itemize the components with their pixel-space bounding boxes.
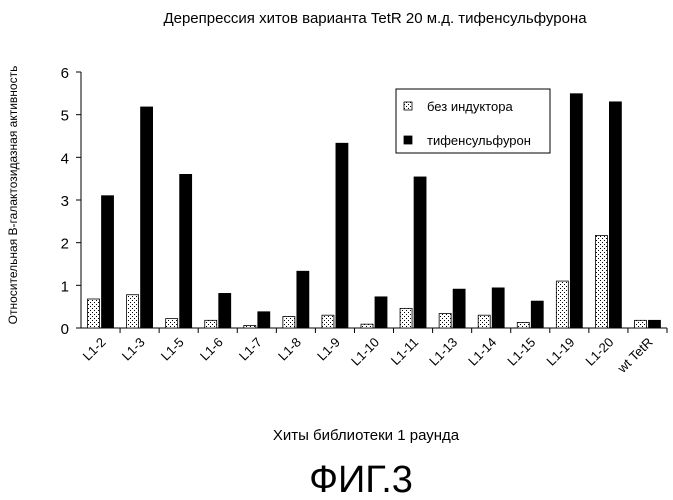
x-tick-label: L1-19 bbox=[543, 335, 577, 369]
y-tick-label: 1 bbox=[61, 278, 69, 295]
bar-no-inducer bbox=[478, 315, 490, 328]
bar-no-inducer bbox=[595, 235, 607, 328]
x-tick-label: L1-11 bbox=[388, 335, 421, 368]
bar-no-inducer bbox=[361, 324, 373, 328]
legend-swatch-thifensulfuron bbox=[404, 136, 412, 144]
bar-no-inducer bbox=[283, 316, 295, 328]
y-tick-label: 2 bbox=[61, 236, 69, 253]
y-tick-label: 3 bbox=[61, 193, 69, 210]
chart-title: Дерепрессия хитов варианта TetR 20 м.д. … bbox=[163, 10, 587, 27]
bar-thifensulfuron bbox=[648, 320, 660, 328]
x-tick-label: L1-3 bbox=[119, 335, 148, 364]
bar-no-inducer bbox=[88, 299, 100, 328]
bar-no-inducer bbox=[439, 313, 451, 328]
x-tick-label: L1-6 bbox=[197, 335, 226, 364]
bar-thifensulfuron bbox=[141, 107, 153, 328]
x-axis-label: Хиты библиотеки 1 раунда bbox=[273, 427, 460, 444]
bar-no-inducer bbox=[556, 281, 568, 328]
bar-no-inducer bbox=[517, 322, 529, 328]
bar-no-inducer bbox=[166, 319, 178, 328]
bar-thifensulfuron bbox=[375, 297, 387, 328]
bar-no-inducer bbox=[244, 325, 256, 328]
x-tick-label: L1-20 bbox=[582, 335, 616, 369]
x-tick-label: L1-9 bbox=[314, 335, 343, 364]
x-tick-label: L1-10 bbox=[348, 335, 382, 369]
x-tick-label: L1-2 bbox=[80, 335, 109, 364]
bar-thifensulfuron bbox=[219, 293, 231, 328]
legend-swatch-no-inducer bbox=[404, 102, 412, 110]
bar-thifensulfuron bbox=[102, 196, 114, 328]
plot-area: 0 1 2 3 4 5 6 L1-2 L1-3 L1-5 L1-6 L1-7 L1-8 L1-9L1-10… bbox=[61, 65, 667, 376]
bar-no-inducer bbox=[127, 295, 139, 328]
bar-thifensulfuron bbox=[180, 174, 192, 328]
bar-thifensulfuron bbox=[531, 301, 543, 328]
x-tick-label: L1-7 bbox=[236, 335, 265, 364]
bar-thifensulfuron bbox=[570, 94, 582, 328]
legend: без индуктора тифенсульфурон bbox=[396, 89, 550, 153]
legend-label-thifensulfuron: тифенсульфурон bbox=[427, 133, 531, 148]
bar-thifensulfuron bbox=[336, 143, 348, 328]
bar-thifensulfuron bbox=[414, 177, 426, 328]
bar-thifensulfuron bbox=[297, 271, 309, 328]
bar-thifensulfuron bbox=[258, 312, 270, 328]
y-tick-label: 6 bbox=[61, 65, 69, 82]
figure-caption: ФИГ.3 bbox=[309, 459, 413, 500]
bar-no-inducer bbox=[400, 308, 412, 328]
y-tick-label: 0 bbox=[61, 321, 69, 338]
y-axis-label: Относительная B-галактозидазная активнос… bbox=[6, 66, 20, 325]
bar-no-inducer bbox=[205, 320, 217, 328]
bar-no-inducer bbox=[322, 315, 334, 328]
x-tick-label: L1-13 bbox=[426, 335, 460, 369]
bar-thifensulfuron bbox=[453, 289, 465, 328]
legend-label-no-inducer: без индуктора bbox=[427, 99, 513, 114]
bar-thifensulfuron bbox=[492, 288, 504, 328]
y-tick-label: 4 bbox=[61, 150, 69, 167]
x-tick-label: L1-14 bbox=[465, 335, 499, 369]
bar-thifensulfuron bbox=[609, 102, 621, 328]
y-tick-label: 5 bbox=[61, 108, 69, 125]
x-tick-label: wt TetR bbox=[614, 335, 656, 377]
x-tick-label: L1-15 bbox=[504, 335, 538, 369]
bar-no-inducer bbox=[634, 320, 646, 328]
x-tick-label: L1-5 bbox=[158, 335, 187, 364]
x-tick-label: L1-8 bbox=[275, 335, 304, 364]
